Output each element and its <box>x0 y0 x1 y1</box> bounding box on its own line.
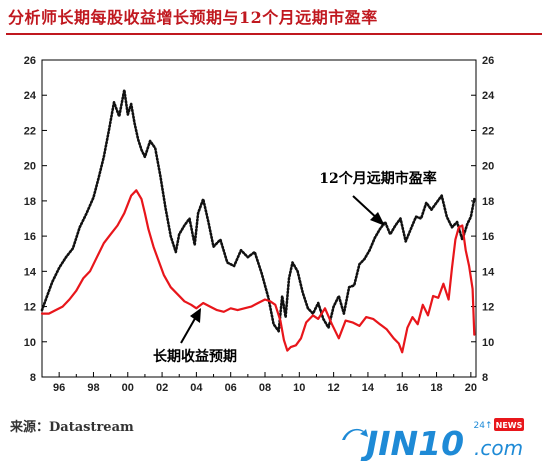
x-tick-label: 06 <box>225 382 237 394</box>
x-tick-label: 10 <box>293 382 305 394</box>
annotation-arrow-eps <box>180 314 198 344</box>
annotation-label-eps: 长期收益预期 <box>153 348 237 365</box>
y-tick-label-left: 16 <box>24 231 36 243</box>
plot-frame <box>41 59 477 378</box>
y-tick-label-right: 14 <box>482 266 495 278</box>
title-divider <box>6 33 542 35</box>
y-tick-label-right: 18 <box>482 196 494 208</box>
svg-text:24↑: 24↑ <box>474 421 493 431</box>
y-tick-label-left: 18 <box>24 196 36 208</box>
y-tick-label-left: 14 <box>24 266 37 278</box>
y-tick-label-right: 8 <box>482 372 488 384</box>
annotation-arrowhead-eps <box>190 308 201 323</box>
y-tick-label-right: 16 <box>482 231 494 243</box>
y-tick-label-left: 24 <box>24 90 37 102</box>
x-tick-label: 12 <box>327 382 339 394</box>
svg-text:.com: .com <box>474 436 523 460</box>
x-tick-label: 98 <box>87 382 99 394</box>
x-tick-label: 18 <box>430 382 442 394</box>
jin10-logo: JIN10 .com NEWS 24↑ <box>342 418 524 461</box>
y-tick-label-right: 10 <box>482 337 494 349</box>
series-line-eps <box>40 189 476 354</box>
series-line-pe <box>40 88 476 333</box>
x-tick-label: 96 <box>53 382 65 394</box>
y-tick-label-right: 22 <box>482 125 494 137</box>
y-tick-label-left: 20 <box>24 161 36 173</box>
x-tick-label: 20 <box>465 382 477 394</box>
y-tick-label-left: 10 <box>24 337 36 349</box>
x-tick-label: 08 <box>259 382 271 394</box>
chart-axes: 8 8 10 10 12 12 14 14 16 16 18 18 20 20 22 22 24 24 26 26 96… <box>24 55 495 394</box>
annotation-arrowhead-pe <box>370 212 385 226</box>
x-tick-label: 16 <box>396 382 408 394</box>
x-tick-label: 02 <box>156 382 168 394</box>
y-tick-label-left: 8 <box>30 372 36 384</box>
y-tick-label-left: 26 <box>24 55 36 67</box>
y-tick-label-right: 20 <box>482 161 494 173</box>
chart-series <box>40 88 476 354</box>
x-tick-label: 04 <box>190 382 203 394</box>
y-tick-label-right: 24 <box>482 90 495 102</box>
chart-title: 分析师长期每股收益增长预期与12个月远期市盈率 <box>8 8 378 27</box>
x-tick-label: 00 <box>122 382 134 394</box>
y-tick-label-right: 12 <box>482 302 494 314</box>
y-tick-label-left: 12 <box>24 302 36 314</box>
x-tick-label: 14 <box>362 382 375 394</box>
y-tick-label-left: 22 <box>24 125 36 137</box>
y-tick-label-right: 26 <box>482 55 494 67</box>
annotation-label-pe: 12个月远期市盈率 <box>319 170 436 187</box>
svg-text:JIN10: JIN10 <box>360 424 464 461</box>
svg-text:NEWS: NEWS <box>496 421 523 430</box>
source-note: 来源：Datastream <box>10 420 134 435</box>
